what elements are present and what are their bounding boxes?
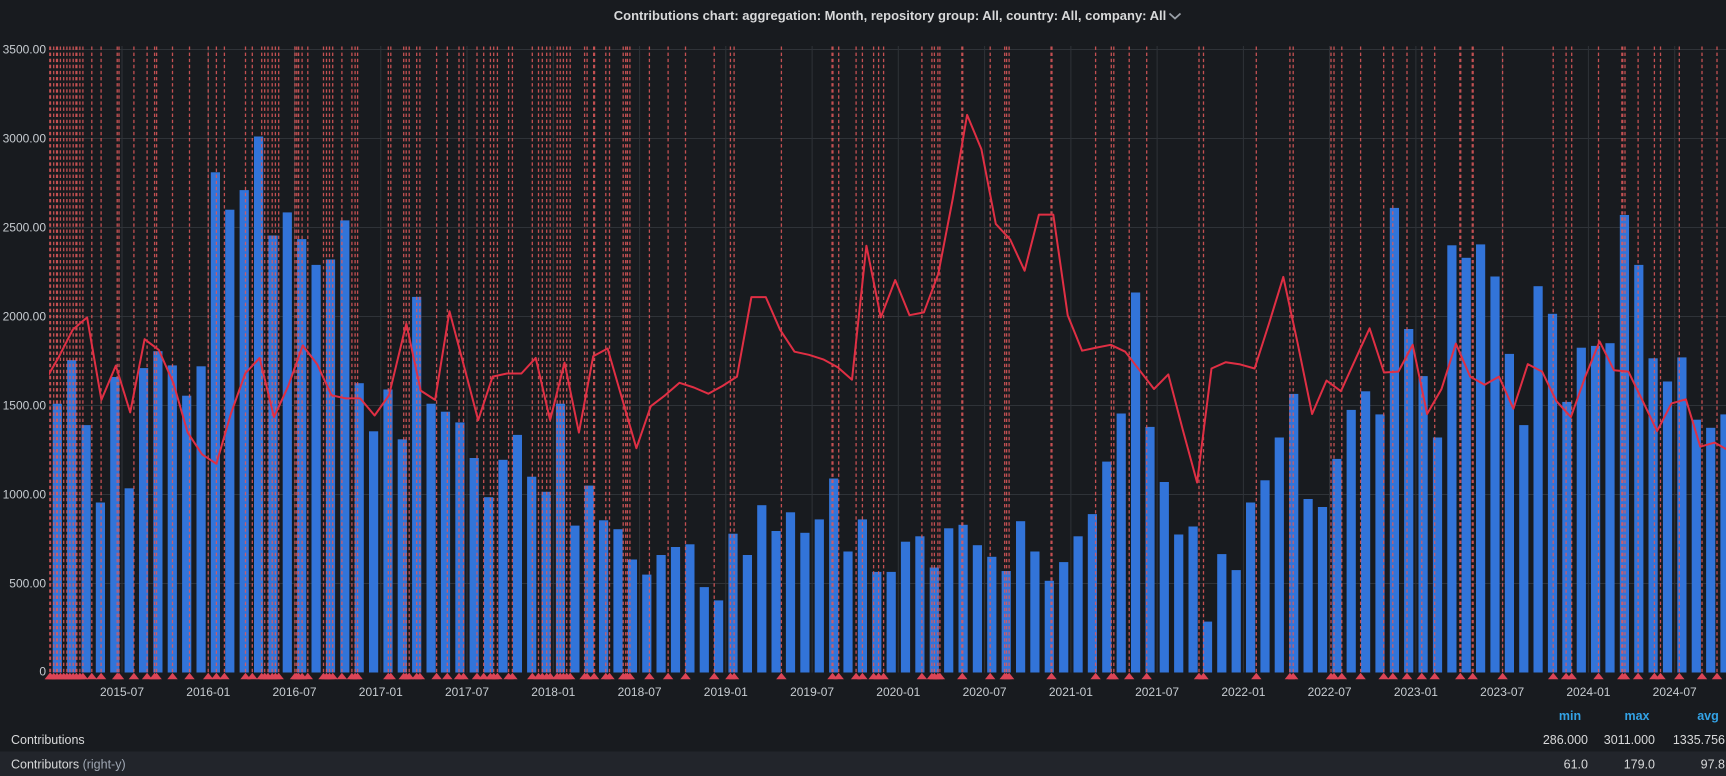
svg-text:2020-07: 2020-07 [963,685,1007,699]
svg-text:1335.756: 1335.756 [1673,733,1725,747]
svg-text:2016-07: 2016-07 [272,685,316,699]
svg-text:Contributions chart: aggregati: Contributions chart: aggregation: Month,… [614,8,1167,23]
svg-text:3000.00: 3000.00 [3,132,47,146]
svg-text:1500.00: 1500.00 [3,399,47,413]
svg-text:0: 0 [39,665,46,679]
svg-text:2021-01: 2021-01 [1049,685,1093,699]
svg-text:2017-07: 2017-07 [445,685,489,699]
svg-text:179.0: 179.0 [1624,758,1655,772]
svg-text:min: min [1559,709,1581,723]
svg-text:2016-01: 2016-01 [186,685,230,699]
svg-text:2023-01: 2023-01 [1394,685,1438,699]
svg-text:2019-07: 2019-07 [790,685,834,699]
svg-text:2000.00: 2000.00 [3,310,47,324]
svg-text:2021-07: 2021-07 [1135,685,1179,699]
svg-text:2024-07: 2024-07 [1653,685,1697,699]
svg-text:61.0: 61.0 [1564,758,1588,772]
svg-text:max: max [1624,709,1649,723]
svg-text:2023-07: 2023-07 [1480,685,1524,699]
svg-text:2022-01: 2022-01 [1221,685,1265,699]
svg-text:2017-01: 2017-01 [359,685,403,699]
svg-text:3500.00: 3500.00 [3,43,47,57]
svg-text:97.8: 97.8 [1701,758,1725,772]
svg-text:500.00: 500.00 [9,577,46,591]
svg-text:Contributions: Contributions [11,733,85,747]
svg-text:3011.000: 3011.000 [1604,733,1655,747]
svg-text:2018-01: 2018-01 [531,685,575,699]
svg-text:2022-07: 2022-07 [1308,685,1352,699]
svg-text:2024-01: 2024-01 [1566,685,1610,699]
svg-text:1000.00: 1000.00 [3,488,47,502]
svg-text:286.000: 286.000 [1543,733,1588,747]
svg-text:2500.00: 2500.00 [3,221,47,235]
svg-text:Contributors (right-y): Contributors (right-y) [11,758,126,772]
svg-text:avg: avg [1697,709,1719,723]
svg-text:2018-07: 2018-07 [618,685,662,699]
svg-text:2020-01: 2020-01 [876,685,920,699]
svg-text:2019-01: 2019-01 [704,685,748,699]
svg-text:2015-07: 2015-07 [100,685,144,699]
